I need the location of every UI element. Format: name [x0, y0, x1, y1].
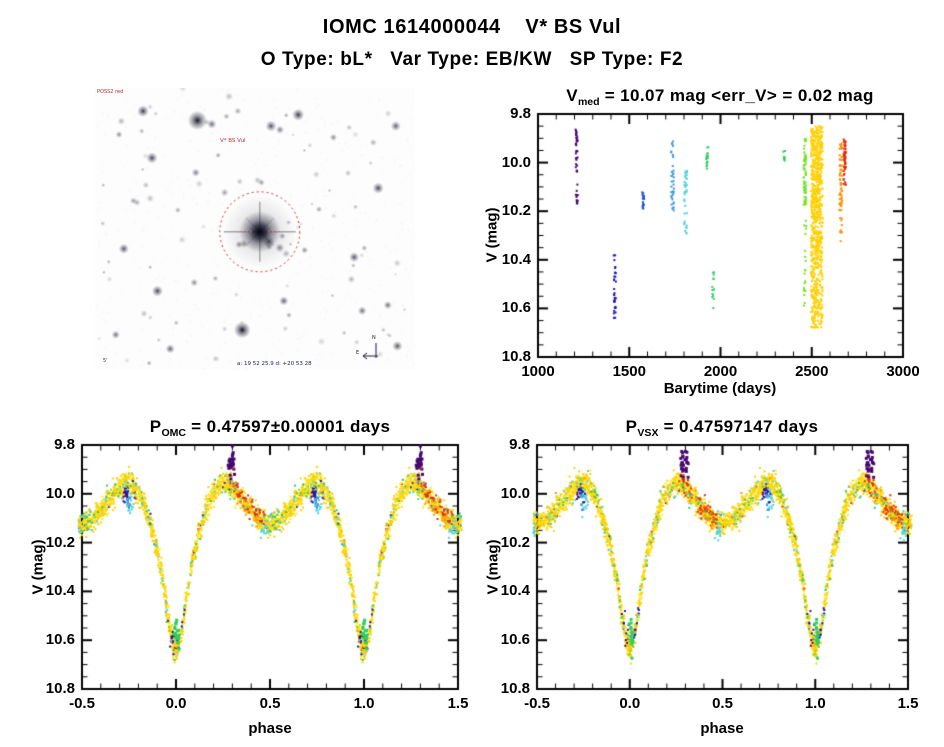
finder-coords-label: a: 19 52 25.9 d: +20 53 28 [237, 361, 312, 367]
y-tick-label: 10.2 [501, 202, 531, 220]
lc-omc-xlabel: phase [248, 720, 292, 737]
y-tick-label: 10.4 [500, 582, 530, 600]
lc-omc-title-prefix: P [149, 417, 162, 436]
y-tick-label: 10.2 [45, 533, 75, 551]
x-tick-label: 0.5 [259, 695, 281, 712]
finder-survey-label: POSS2 red [97, 89, 124, 95]
x-tick-label: -0.5 [69, 695, 95, 712]
y-tick-label: 10.6 [45, 631, 75, 649]
finder-compass-north-label: N [372, 335, 376, 341]
timeseries-title: Vmed = 10.07 mag <err_V> = 0.02 mag [420, 86, 944, 108]
x-tick-label: 2500 [795, 363, 829, 380]
y-tick-label: 10.0 [500, 484, 530, 502]
x-tick-label: 0.0 [165, 695, 187, 712]
lc-vsx-xlabel: phase [700, 720, 744, 737]
x-tick-label: 3000 [886, 363, 920, 380]
timeseries-title-sub: med [577, 96, 600, 108]
x-tick-label: 1.0 [353, 695, 375, 712]
x-tick-label: -0.5 [524, 695, 550, 712]
y-tick-label: 10.0 [501, 153, 531, 171]
x-tick-label: 1.5 [897, 695, 919, 712]
x-tick-label: 1500 [612, 363, 646, 380]
y-tick-label: 9.8 [54, 436, 75, 454]
y-tick-label: 9.8 [510, 105, 531, 123]
y-tick-label: 10.6 [501, 299, 531, 317]
timeseries-title-rest: = 10.07 mag <err_V> = 0.02 mag [599, 86, 874, 105]
lc-vsx-ylabel: V (mag) [484, 539, 502, 595]
x-tick-label: 1.5 [447, 695, 469, 712]
page-subtitle: O Type: bL* Var Type: EB/KW SP Type: F2 [260, 49, 684, 70]
lc-omc-title-sub: OMC [161, 427, 187, 439]
y-tick-label: 10.6 [500, 631, 530, 649]
timeseries-xlabel: Barytime (days) [663, 380, 777, 397]
y-tick-label: 10.8 [45, 680, 75, 698]
x-tick-label: 1.0 [804, 695, 826, 712]
y-tick-label: 9.8 [509, 436, 530, 454]
x-tick-label: 1000 [521, 363, 555, 380]
lc-vsx-title: PVSX = 0.47597147 days [422, 417, 944, 439]
y-tick-label: 10.4 [45, 582, 75, 600]
x-tick-label: 0.5 [712, 695, 733, 712]
finder-target-label: V* BS Vul [220, 138, 246, 144]
y-tick-label: 10.8 [500, 680, 530, 698]
finder-chart-panel: POSS2 red V* BS Vul a: 19 52 25.9 d: +20… [95, 88, 415, 370]
finder-chart-image [95, 88, 415, 370]
page-title: IOMC 1614000044 V* BS Vul [322, 16, 622, 38]
x-tick-label: 0.0 [619, 695, 641, 712]
finder-scale-label: 5' [103, 358, 108, 364]
timeseries-plot [532, 108, 909, 363]
lc-omc-plot [76, 439, 464, 695]
y-tick-label: 10.4 [501, 250, 531, 268]
lc-vsx-title-prefix: P [625, 417, 638, 436]
lc-vsx-plot [531, 439, 914, 695]
lc-omc-title-rest: = 0.47597±0.00001 days [186, 417, 391, 436]
y-tick-label: 10.0 [45, 484, 75, 502]
x-tick-label: 2000 [703, 363, 738, 380]
y-tick-label: 10.8 [501, 348, 531, 366]
lc-omc-title: POMC = 0.47597±0.00001 days [0, 417, 570, 439]
finder-compass-east-label: E [356, 350, 360, 356]
lc-vsx-title-rest: = 0.47597147 days [658, 417, 819, 436]
timeseries-title-prefix: V [566, 86, 578, 105]
y-tick-label: 10.2 [500, 533, 530, 551]
lc-vsx-title-sub: VSX [637, 427, 659, 439]
